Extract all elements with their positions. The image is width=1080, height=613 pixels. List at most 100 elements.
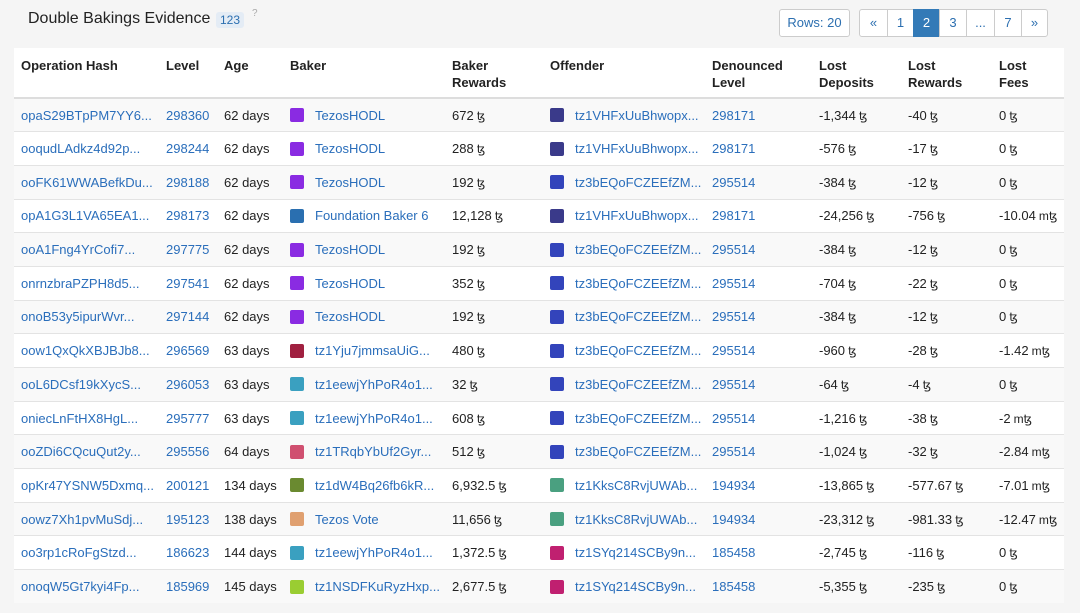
operation-hash-link[interactable]: opaS29BTpPM7YY6... <box>21 107 152 123</box>
fees-unit: ꜩ <box>1009 243 1018 258</box>
operation-hash-link[interactable]: oniecLnFtHX8HgL... <box>21 410 139 426</box>
denounced-level-link[interactable]: 295514 <box>712 309 756 325</box>
operation-hash-link[interactable]: onrnzbraPZPH8d5... <box>21 275 140 291</box>
denounced-level-link[interactable]: 295514 <box>712 275 756 291</box>
baker-link[interactable]: tz1eewjYhPoR4o1... <box>315 376 433 392</box>
offender-link[interactable]: tz1VHFxUuBhwopx... <box>575 107 699 123</box>
offender-link[interactable]: tz3bEQoFCZEEfZM... <box>575 410 702 426</box>
offender-identicon-icon <box>550 276 564 291</box>
denounced-level-link[interactable]: 194934 <box>712 477 756 493</box>
page-button[interactable]: » <box>1021 9 1048 37</box>
baker-link[interactable]: tz1Yju7jmmsaUiG... <box>315 343 430 359</box>
page-button[interactable]: 7 <box>994 9 1022 37</box>
level-link[interactable]: 298188 <box>166 174 210 190</box>
offender-link[interactable]: tz1KksC8RvjUWAb... <box>575 477 698 493</box>
level-link[interactable]: 295556 <box>166 444 210 460</box>
operation-hash-link[interactable]: onoB53y5ipurWvr... <box>21 309 135 325</box>
offender-link[interactable]: tz3bEQoFCZEEfZM... <box>575 309 702 325</box>
page-button[interactable]: 2 <box>913 9 940 37</box>
fees-unit: mꜩ <box>1031 445 1051 460</box>
level-link[interactable]: 200121 <box>166 477 210 493</box>
level-link[interactable]: 295777 <box>166 410 210 426</box>
baker-link[interactable]: tz1eewjYhPoR4o1... <box>315 410 433 426</box>
offender-account: tz1KksC8RvjUWAb... <box>550 478 705 493</box>
offender-cell: tz1VHFxUuBhwopx... <box>543 198 705 233</box>
denounced-level-link[interactable]: 194934 <box>712 511 756 527</box>
denounced-level-link[interactable]: 295514 <box>712 444 756 460</box>
age-cell: 62 days <box>217 198 283 233</box>
baker-link[interactable]: TezosHODL <box>315 174 386 190</box>
offender-link[interactable]: tz1VHFxUuBhwopx... <box>575 208 699 224</box>
operation-hash-link[interactable]: onoqW5Gt7kyi4Fp... <box>21 579 140 595</box>
operation-hash-link[interactable]: opKr47YSNW5Dxmq... <box>21 477 154 493</box>
tez-symbol: ꜩ <box>858 546 868 561</box>
offender-link[interactable]: tz1VHFxUuBhwopx... <box>575 141 699 157</box>
baker-link[interactable]: TezosHODL <box>315 242 386 258</box>
operation-hash-cell: oo3rp1cRoFgStzd... <box>14 535 159 570</box>
baker-account: tz1Yju7jmmsaUiG... <box>290 343 445 358</box>
age-text: 145 days <box>224 579 277 595</box>
tez-symbol: ꜩ <box>469 377 478 392</box>
offender-link[interactable]: tz3bEQoFCZEEfZM... <box>575 174 702 190</box>
denounced-level-link[interactable]: 298171 <box>712 208 756 224</box>
lost-deposits-value: -13,865 <box>819 477 864 493</box>
baker-link[interactable]: TezosHODL <box>315 275 386 291</box>
baker-link[interactable]: tz1TRqbYbUf2Gyr... <box>315 444 432 460</box>
baker-link[interactable]: TezosHODL <box>315 141 386 157</box>
page-button[interactable]: « <box>859 9 888 37</box>
denounced-level-link[interactable]: 185458 <box>712 579 756 595</box>
offender-link[interactable]: tz1KksC8RvjUWAb... <box>575 511 698 527</box>
denounced-level-cell: 295514 <box>705 164 812 200</box>
level-link[interactable]: 297775 <box>166 242 210 258</box>
baker-link[interactable]: TezosHODL <box>315 107 386 123</box>
denounced-level-link[interactable]: 295514 <box>712 174 756 190</box>
operation-hash-link[interactable]: ooA1Fng4YrCofi7... <box>21 242 136 258</box>
level-link[interactable]: 186623 <box>166 545 210 561</box>
level-link[interactable]: 297541 <box>166 275 210 291</box>
rows-per-page-button[interactable]: Rows: 20 <box>779 9 850 37</box>
operation-hash-link[interactable]: ooZDi6CQcuQut2y... <box>21 444 141 460</box>
operation-hash-link[interactable]: oowz7Xh1pvMuSdj... <box>21 511 144 527</box>
denounced-level-link[interactable]: 185458 <box>712 545 756 561</box>
denounced-level-link[interactable]: 298171 <box>712 107 756 123</box>
offender-link[interactable]: tz3bEQoFCZEEfZM... <box>575 376 702 392</box>
page-button[interactable]: 3 <box>939 9 967 37</box>
denounced-level-link[interactable]: 295514 <box>712 376 756 392</box>
level-link[interactable]: 185969 <box>166 579 210 595</box>
offender-link[interactable]: tz1SYq214SCBy9n... <box>575 545 696 561</box>
baker-link[interactable]: TezosHODL <box>315 309 386 325</box>
page-button[interactable]: 1 <box>887 9 914 37</box>
help-icon[interactable]: ? <box>252 8 258 19</box>
level-link[interactable]: 296569 <box>166 343 210 359</box>
lost-rewards-cell: -12 ꜩ <box>901 232 992 267</box>
level-link[interactable]: 296053 <box>166 376 210 392</box>
baker-link[interactable]: tz1dW4Bq26fb6kR... <box>315 477 435 493</box>
page-button[interactable]: ... <box>966 9 995 37</box>
level-link[interactable]: 195123 <box>166 511 210 527</box>
offender-link[interactable]: tz1SYq214SCBy9n... <box>575 579 696 595</box>
denounced-level-cell: 295514 <box>705 367 812 402</box>
denounced-level-link[interactable]: 295514 <box>712 410 756 426</box>
offender-cell: tz3bEQoFCZEEfZM... <box>543 265 705 301</box>
level-link[interactable]: 297144 <box>166 309 210 325</box>
denounced-level-link[interactable]: 298171 <box>712 141 756 157</box>
operation-hash-link[interactable]: ooFK61WWABefkDu... <box>21 174 153 190</box>
operation-hash-link[interactable]: ooL6DCsf19kXycS... <box>21 376 141 392</box>
denounced-level-link[interactable]: 295514 <box>712 242 756 258</box>
operation-hash-link[interactable]: ooqudLAdkz4d92p... <box>21 141 141 157</box>
offender-link[interactable]: tz3bEQoFCZEEfZM... <box>575 242 702 258</box>
offender-link[interactable]: tz3bEQoFCZEEfZM... <box>575 444 702 460</box>
baker-link[interactable]: Tezos Vote <box>315 511 379 527</box>
level-link[interactable]: 298360 <box>166 107 210 123</box>
denounced-level-link[interactable]: 295514 <box>712 343 756 359</box>
operation-hash-link[interactable]: oo3rp1cRoFgStzd... <box>21 545 137 561</box>
baker-link[interactable]: Foundation Baker 6 <box>315 208 429 224</box>
offender-link[interactable]: tz3bEQoFCZEEfZM... <box>575 275 702 291</box>
operation-hash-link[interactable]: opA1G3L1VA65EA1... <box>21 208 150 224</box>
baker-link[interactable]: tz1eewjYhPoR4o1... <box>315 545 433 561</box>
operation-hash-link[interactable]: oow1QxQkXBJBJb8... <box>21 343 150 359</box>
offender-link[interactable]: tz3bEQoFCZEEfZM... <box>575 343 702 359</box>
level-link[interactable]: 298244 <box>166 141 210 157</box>
level-link[interactable]: 298173 <box>166 208 210 224</box>
baker-link[interactable]: tz1NSDFKuRyzHxp... <box>315 579 440 595</box>
